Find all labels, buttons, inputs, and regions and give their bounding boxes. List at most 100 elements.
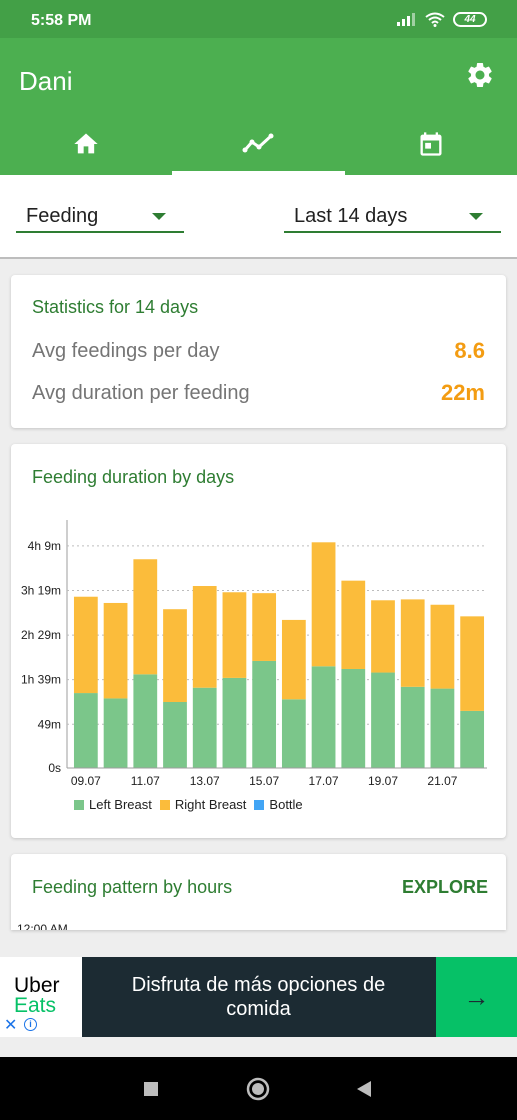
bar-left-breast bbox=[430, 688, 455, 768]
bar-right-breast bbox=[371, 600, 395, 673]
legend-swatch bbox=[74, 799, 84, 810]
ad-banner[interactable]: Uber Eats ✕ i Disfruta de más opciones d… bbox=[0, 957, 517, 1037]
x-tick-label: 19.07 bbox=[368, 774, 398, 788]
avg-duration-label: Avg duration per feeding bbox=[32, 382, 250, 404]
y-tick-label: 3h 19m bbox=[21, 583, 61, 597]
bar-left-breast bbox=[133, 674, 158, 768]
legend-swatch bbox=[159, 799, 170, 810]
bar-left-breast bbox=[73, 693, 98, 768]
y-tick-label: 49m bbox=[38, 717, 61, 731]
x-tick-label: 17.07 bbox=[309, 774, 339, 788]
ad-brand-line2: Eats bbox=[14, 994, 57, 1017]
x-tick-label: 13.07 bbox=[190, 774, 220, 788]
ad-text: Disfruta de más opciones de comida bbox=[131, 974, 386, 1020]
period-value: Last 14 days bbox=[294, 205, 408, 227]
x-tick-label: 11.07 bbox=[131, 774, 160, 788]
bar-right-breast bbox=[311, 542, 336, 667]
bar-right-breast bbox=[281, 619, 306, 700]
bar-right-breast bbox=[460, 616, 485, 711]
ad-arrow-button[interactable]: → bbox=[436, 957, 517, 1037]
home-icon bbox=[74, 133, 98, 154]
bar-left-breast bbox=[222, 677, 247, 768]
ad-logo: Uber Eats ✕ i bbox=[0, 957, 82, 1037]
chevron-down-icon bbox=[469, 213, 483, 220]
bar-left-breast bbox=[192, 687, 217, 768]
x-tick-label: 15.07 bbox=[249, 774, 279, 788]
explore-button[interactable]: EXPLORE bbox=[401, 877, 488, 897]
back-button[interactable] bbox=[350, 1075, 378, 1103]
tab-calendar[interactable] bbox=[345, 116, 517, 175]
bar-left-breast bbox=[341, 668, 366, 768]
ad-brand-line1: Uber bbox=[14, 974, 60, 997]
bar-right-breast bbox=[252, 593, 277, 661]
bar-right-breast bbox=[73, 596, 98, 694]
avg-feedings-label: Avg feedings per day bbox=[32, 340, 220, 362]
info-icon[interactable]: i bbox=[24, 1018, 37, 1031]
signal-icon bbox=[397, 13, 415, 26]
bar-left-breast bbox=[281, 699, 306, 768]
calendar-icon bbox=[420, 132, 442, 156]
bar-left-breast bbox=[311, 666, 336, 768]
duration-chart-card: Feeding duration by days 0s 49m 1h 39m 2h 2… bbox=[11, 444, 506, 838]
system-nav-bar bbox=[0, 1057, 517, 1120]
close-icon[interactable]: ✕ bbox=[4, 1017, 18, 1034]
y-tick-label: 4h 9m bbox=[28, 539, 61, 553]
y-tick-label: 1h 39m bbox=[21, 673, 61, 687]
bar-right-breast bbox=[430, 604, 455, 689]
wifi-icon bbox=[425, 12, 445, 27]
bar-right-breast bbox=[133, 559, 158, 675]
pattern-card: Feeding pattern by hours EXPLORE 12:00 A… bbox=[11, 854, 506, 930]
pattern-hour-label: 12:00 AM bbox=[17, 922, 68, 930]
app-bar: Dani bbox=[0, 38, 517, 175]
activity-type-value: Feeding bbox=[26, 205, 99, 227]
duration-chart: 0s 49m 1h 39m 2h 29m 3h 19m 4h 9m 09.07 11.07 13… bbox=[21, 520, 487, 788]
pattern-title: Feeding pattern by hours bbox=[32, 877, 233, 897]
statistics-card: Statistics for 14 days Avg feedings per … bbox=[11, 275, 506, 428]
settings-button[interactable] bbox=[465, 60, 495, 90]
bar-right-breast bbox=[400, 599, 425, 687]
bar-right-breast bbox=[103, 602, 128, 699]
battery-icon: 44 bbox=[453, 11, 487, 27]
bar-right-breast bbox=[192, 586, 217, 688]
bar-left-breast bbox=[400, 686, 425, 768]
legend-label: Left Breast bbox=[89, 797, 152, 812]
legend-item: Left Breast bbox=[74, 797, 152, 812]
tab-home[interactable] bbox=[0, 116, 172, 175]
tab-bar bbox=[0, 116, 517, 175]
profile-name: Dani bbox=[19, 66, 73, 96]
status-icons: 44 bbox=[397, 11, 487, 27]
chevron-down-icon bbox=[152, 213, 166, 220]
chart-legend: Left Breast Right Breast Bottle bbox=[74, 797, 303, 812]
status-bar: 5:58 PM 44 bbox=[0, 0, 517, 38]
bar-left-breast bbox=[103, 698, 128, 768]
bar-left-breast bbox=[371, 672, 395, 768]
legend-label: Right Breast bbox=[174, 797, 247, 812]
bar-right-breast bbox=[163, 609, 187, 702]
legend-label: Bottle bbox=[269, 797, 303, 812]
bar-right-breast bbox=[222, 592, 247, 678]
statistics-title: Statistics for 14 days bbox=[32, 297, 199, 317]
period-select[interactable]: Last 14 days bbox=[284, 203, 501, 233]
avg-duration-value: 22m bbox=[440, 380, 485, 405]
legend-item: Right Breast bbox=[159, 797, 247, 812]
y-tick-label: 2h 29m bbox=[21, 628, 61, 642]
recents-button[interactable] bbox=[137, 1075, 165, 1103]
gear-icon bbox=[468, 62, 492, 87]
bar-left-breast bbox=[460, 710, 485, 768]
x-tick-label: 09.07 bbox=[71, 774, 101, 788]
duration-chart-title: Feeding duration by days bbox=[32, 467, 235, 487]
bar-left-breast bbox=[252, 660, 277, 768]
tab-statistics[interactable] bbox=[172, 116, 345, 175]
avg-feedings-value: 8.6 bbox=[454, 338, 485, 363]
home-button[interactable] bbox=[244, 1075, 272, 1103]
bar-right-breast bbox=[341, 580, 366, 669]
x-tick-label: 21.07 bbox=[427, 774, 457, 788]
status-time: 5:58 PM bbox=[31, 12, 92, 29]
legend-swatch bbox=[254, 799, 265, 810]
legend-item: Bottle bbox=[254, 797, 303, 812]
activity-type-select[interactable]: Feeding bbox=[16, 203, 184, 233]
bar-left-breast bbox=[163, 701, 187, 768]
trending-icon bbox=[242, 133, 274, 153]
filter-bar: Feeding Last 14 days bbox=[0, 175, 517, 259]
y-tick-label: 0s bbox=[48, 761, 61, 775]
